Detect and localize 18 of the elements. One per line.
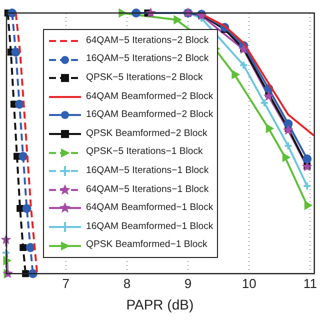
legend-label: 16QAM−5 Iterations−2 Block <box>86 52 209 66</box>
legend-label: QPSK−5 Iterations−2 Block <box>86 70 203 85</box>
legend-label: 64QAM Beamformed−1 Block <box>86 201 214 216</box>
x-tick-label: 8 <box>123 276 131 291</box>
legend-label: 16QAM Beamformed−2 Block <box>86 108 214 122</box>
x-tick-label: 7 <box>62 276 70 291</box>
legend-label: 64QAM−5 Iterations−2 Block <box>86 34 209 48</box>
legend-label: 16QAM−5 Iterations−1 Block <box>86 164 209 178</box>
legend-label: 16QAM Beamformed−1 Block <box>86 220 214 234</box>
legend-label: QPSK Beamformed−2 Block <box>86 126 208 141</box>
legend-label: 64QAM−5 Iterations−1 Block <box>86 182 209 197</box>
x-tick-label: 10 <box>242 276 256 291</box>
legend-label: 64QAM Beamformed−2 Block <box>86 90 214 104</box>
legend-label: QPSK Beamformed−1 Block <box>86 238 208 252</box>
x-axis-title: PAPR (dB) <box>126 296 194 312</box>
x-tick-label: 11 <box>303 276 317 291</box>
legend-label: QPSK−5 Iterations−1 Block <box>86 145 203 160</box>
x-tick-label: 9 <box>184 276 192 291</box>
